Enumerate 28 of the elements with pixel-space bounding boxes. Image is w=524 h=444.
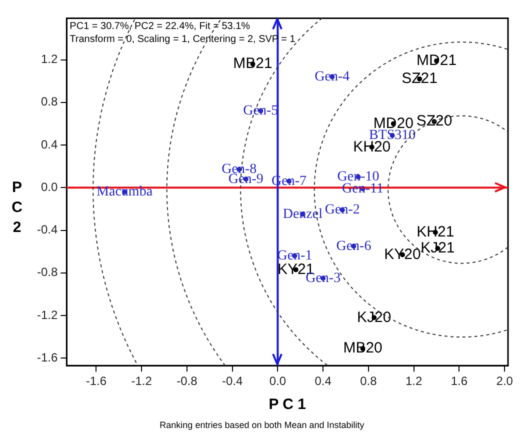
data-label: MB20 — [343, 340, 382, 357]
x-tick-label: -0.4 — [222, 374, 243, 388]
data-label: MD21 — [416, 52, 457, 69]
x-tick-label: 0.8 — [360, 374, 378, 388]
y-tick-label: 0.8 — [40, 94, 58, 109]
data-label: Macumba — [96, 184, 154, 200]
data-label: MB21 — [233, 55, 272, 72]
data-label: SZ21 — [402, 70, 438, 88]
y-tick-label: 0.0 — [40, 180, 58, 194]
data-label: KY20 — [384, 246, 421, 263]
y-tick-label: -0.4 — [36, 222, 58, 237]
data-label: SZ20 — [416, 112, 452, 130]
x-tick-label: 0.0 — [269, 374, 286, 388]
y-tick-label: 0.4 — [40, 137, 58, 152]
x-tick-label: -1.6 — [86, 374, 107, 388]
text: Ranking entries based on both Mean and Instability — [158, 420, 366, 430]
y-axis-title: PC2 — [10, 178, 24, 238]
x-tick-label: 0.4 — [314, 374, 332, 388]
x-axis-title: P C 1 — [268, 396, 306, 414]
x-tick-label: 1.2 — [406, 374, 423, 388]
x-tick-label: 2.0 — [496, 374, 514, 388]
x-tick-label: 1.6 — [450, 374, 468, 388]
y-tick-label: -0.8 — [36, 265, 58, 280]
y-tick-label: -1.2 — [36, 308, 58, 322]
y-tick-label: -1.6 — [36, 350, 58, 364]
x-tick-label: -1.2 — [131, 374, 152, 388]
y-tick-label: 1.2 — [40, 52, 58, 66]
x-tick-label: -0.8 — [176, 374, 198, 388]
